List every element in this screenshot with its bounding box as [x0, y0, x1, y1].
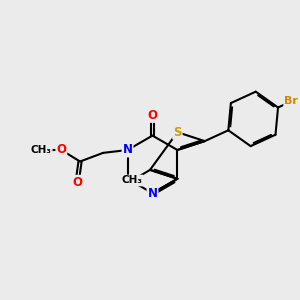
Text: O: O [56, 143, 66, 157]
Text: CH₃: CH₃ [31, 145, 52, 155]
Text: S: S [173, 126, 182, 139]
Text: CH₃: CH₃ [122, 176, 143, 185]
Text: Br: Br [284, 97, 298, 106]
Text: N: N [122, 143, 133, 157]
Text: N: N [148, 187, 158, 200]
Text: O: O [72, 176, 82, 189]
Text: O: O [148, 109, 158, 122]
